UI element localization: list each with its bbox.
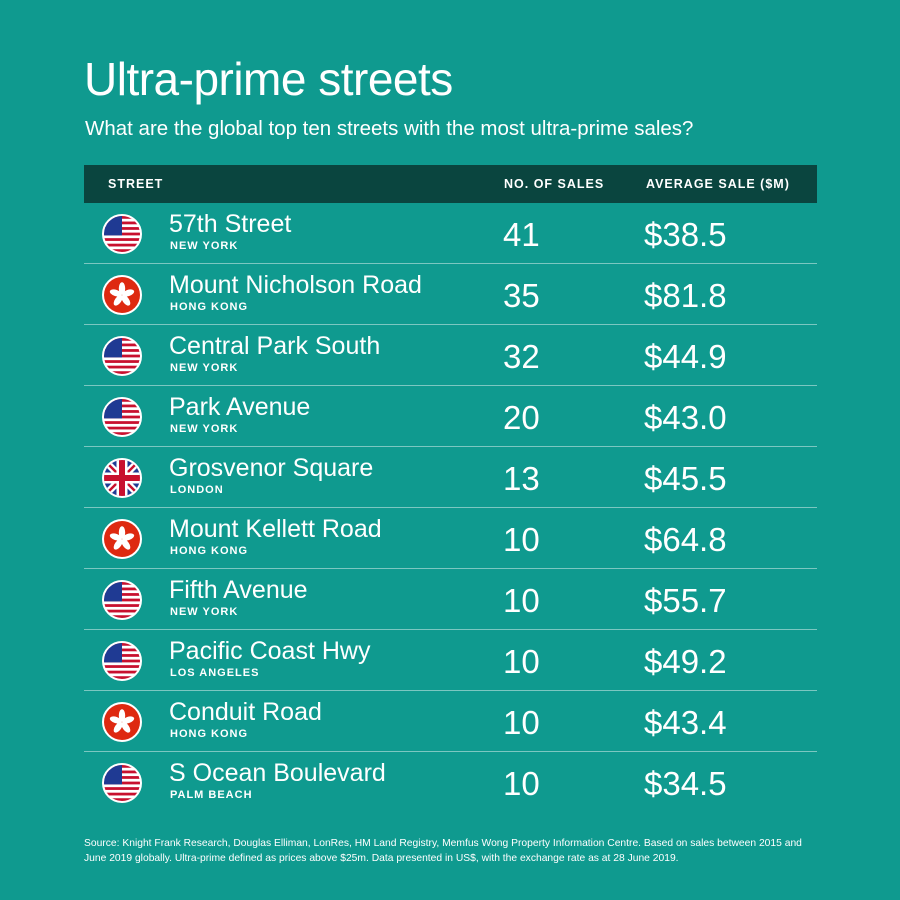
city-name: NEW YORK <box>170 240 239 252</box>
average-sale: $43.0 <box>644 399 727 436</box>
city-name: HONG KONG <box>170 728 249 740</box>
sales-count: 10 <box>503 582 540 619</box>
street-name: 57th Street <box>169 210 292 238</box>
table-body: 57th Street NEW YORK 41 $38.5 Mount Nich… <box>84 203 817 813</box>
table-row: S Ocean Boulevard PALM BEACH 10 $34.5 <box>84 752 817 813</box>
street-name: Fifth Avenue <box>169 576 308 604</box>
street-name: Central Park South <box>169 332 381 360</box>
table-row: Mount Kellett Road HONG KONG 10 $64.8 <box>84 508 817 569</box>
column-header-street: STREET <box>108 177 164 191</box>
column-header-sales: NO. OF SALES <box>504 177 605 191</box>
table-row: Conduit Road HONG KONG 10 $43.4 <box>84 691 817 752</box>
hk-flag-icon <box>102 275 142 315</box>
street-name: Mount Nicholson Road <box>169 271 422 299</box>
average-sale: $44.9 <box>644 338 727 375</box>
average-sale: $81.8 <box>644 277 727 314</box>
city-name: NEW YORK <box>170 606 239 618</box>
city-name: NEW YORK <box>170 362 239 374</box>
city-name: LONDON <box>170 484 224 496</box>
average-sale: $49.2 <box>644 643 727 680</box>
sales-count: 10 <box>503 704 540 741</box>
page-subtitle: What are the global top ten streets with… <box>85 117 694 140</box>
sales-count: 13 <box>503 460 540 497</box>
us-flag-icon <box>102 580 142 620</box>
sales-count: 10 <box>503 521 540 558</box>
us-flag-icon <box>102 336 142 376</box>
hk-flag-icon <box>102 702 142 742</box>
sales-count: 10 <box>503 643 540 680</box>
table-header: STREET NO. OF SALES AVERAGE SALE ($M) <box>84 165 817 203</box>
city-name: LOS ANGELES <box>170 667 260 679</box>
sales-count: 41 <box>503 216 540 253</box>
average-sale: $43.4 <box>644 704 727 741</box>
uk-flag-icon <box>102 458 142 498</box>
street-name: Mount Kellett Road <box>169 515 382 543</box>
column-header-average-sale: AVERAGE SALE ($M) <box>646 177 790 191</box>
table-row: Central Park South NEW YORK 32 $44.9 <box>84 325 817 386</box>
street-name: Grosvenor Square <box>169 454 374 482</box>
street-name: Conduit Road <box>169 698 322 726</box>
street-name: S Ocean Boulevard <box>169 759 386 787</box>
table-row: Park Avenue NEW YORK 20 $43.0 <box>84 386 817 447</box>
street-name: Park Avenue <box>169 393 311 421</box>
average-sale: $34.5 <box>644 765 727 802</box>
city-name: NEW YORK <box>170 423 239 435</box>
page-title: Ultra-prime streets <box>84 53 453 105</box>
average-sale: $45.5 <box>644 460 727 497</box>
street-name: Pacific Coast Hwy <box>169 637 371 665</box>
table-row: Pacific Coast Hwy LOS ANGELES 10 $49.2 <box>84 630 817 691</box>
table-row: 57th Street NEW YORK 41 $38.5 <box>84 203 817 264</box>
us-flag-icon <box>102 763 142 803</box>
table-row: Fifth Avenue NEW YORK 10 $55.7 <box>84 569 817 630</box>
city-name: HONG KONG <box>170 301 249 313</box>
us-flag-icon <box>102 214 142 254</box>
sales-count: 10 <box>503 765 540 802</box>
table-row: Grosvenor Square LONDON 13 $45.5 <box>84 447 817 508</box>
hk-flag-icon <box>102 519 142 559</box>
city-name: PALM BEACH <box>170 789 253 801</box>
streets-table: STREET NO. OF SALES AVERAGE SALE ($M) 57… <box>84 165 817 813</box>
average-sale: $38.5 <box>644 216 727 253</box>
sales-count: 35 <box>503 277 540 314</box>
average-sale: $55.7 <box>644 582 727 619</box>
sales-count: 20 <box>503 399 540 436</box>
sales-count: 32 <box>503 338 540 375</box>
table-row: Mount Nicholson Road HONG KONG 35 $81.8 <box>84 264 817 325</box>
average-sale: $64.8 <box>644 521 727 558</box>
source-footnote: Source: Knight Frank Research, Douglas E… <box>84 838 802 864</box>
us-flag-icon <box>102 641 142 681</box>
us-flag-icon <box>102 397 142 437</box>
city-name: HONG KONG <box>170 545 249 557</box>
